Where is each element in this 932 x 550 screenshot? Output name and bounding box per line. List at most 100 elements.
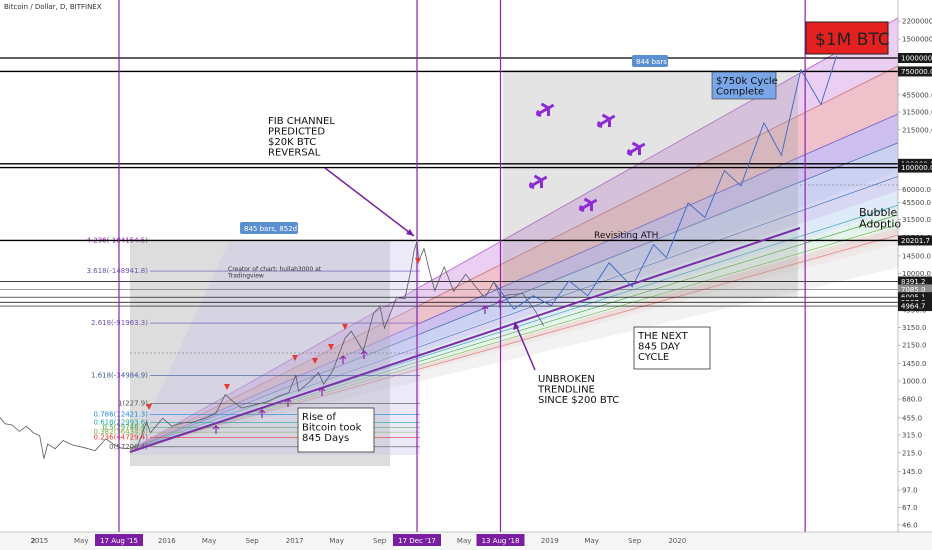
text-line: UNBROKEN [538,374,595,385]
purple-up-arrow-icon [212,425,220,434]
x-tick-label: Sep [373,537,387,545]
annotation-next-cycle-box[interactable]: THE NEXT 845 DAY CYCLE [633,326,711,370]
range-box-next-cycle [503,70,798,298]
price-tag-label: 20201.7 [901,237,930,245]
text-line: $750k Cycle [716,76,778,87]
y-tick-label: 46.0 [902,521,918,529]
airplane-icons [528,102,646,212]
text-line: Adoptio [859,218,901,231]
text-line: Bitcoin took [302,423,362,434]
red-arrow-icon [146,404,152,410]
price-tag-bg [898,53,932,63]
airplane-icon [578,197,598,212]
price-tags: 1000000.0750000.0100000.0100000.020201.7… [898,53,932,312]
text-line: TRENDLINE [537,385,595,396]
horizontal-price-lines [0,57,898,307]
fib-level-label: 0.236(44729.4) [94,433,149,441]
price-tag-bg [898,301,932,312]
x-tick-label: 2 [31,537,35,545]
y-tick-label: 455000.0 [902,91,932,99]
annotation-pointer-line [324,167,415,237]
text-line: FIB CHANNEL [268,116,335,127]
y-tick-label: 31500.0 [902,216,931,224]
annotation-box [805,21,889,55]
x-tick-highlight-bg [95,534,143,546]
fib-level-label: 0.5(29748.4) [102,423,148,431]
y-tick-label: 680.0 [902,396,922,404]
airplane-icon [596,113,616,128]
purple-up-arrow-icon [258,409,266,418]
y-tick-label: 97.0 [902,487,918,495]
fib-level-label: 0.382(36434.6) [94,428,149,436]
note-line: Rise of Bitcoin took 845 Days [302,412,362,444]
x-tick-label: Sep [246,537,260,545]
text-line: 845 DAY [638,342,681,353]
channel-band-grey [130,236,898,450]
symbol-title: Bitcoin / Dollar, D, BITFINEX [4,3,102,11]
note-line: FIB CHANNEL PREDICTED $20K BTC REVERSAL [268,116,335,159]
channel-line-7 [129,214,898,451]
annotation-1m-box[interactable]: $1M BTC [805,21,890,55]
y-tick-label: 315000.0 [902,109,932,117]
price-tag-bg [898,292,932,303]
channel-line-2 [129,65,898,451]
fib-level-label: 3.618(-148941.8) [87,267,149,275]
text-line: Creator of chart: hullah3000 at [228,266,322,273]
y-tick-label: 215.0 [902,449,922,457]
text-line: PREDICTED [268,127,325,138]
purple-up-arrow-icon [339,355,347,364]
y-tick-label: 60000.0 [902,186,931,194]
annotation-box [633,326,711,370]
vertical-date-lines [118,0,806,532]
x-axis-bg [0,532,932,550]
annotation-rise-box[interactable]: Rise of Bitcoin took 845 Days [297,407,375,453]
price-tag-bg [898,235,932,246]
x-tick-highlight-bg [393,534,441,546]
text-line: THE NEXT [637,331,689,342]
fib-level-label: 0.786(12421.3) [94,410,149,418]
price-tag-label: 7085.0 [901,286,926,294]
red-arrow-icon [342,324,348,330]
purple-up-arrow-icon [318,387,326,396]
text-line: SINCE $200 BTC [538,395,619,406]
purple-up-arrow-icon [360,350,368,359]
text-line: $20K BTC [268,137,316,148]
red-arrow-icon [292,355,298,361]
price-tag-label: 8391.2 [901,278,926,286]
text-line: Complete [716,87,764,98]
x-tick-label: May [329,537,343,545]
airplane-icon [626,141,646,156]
revisiting-ath-label: Revisiting ATH [594,231,658,241]
support-trendline[interactable] [129,227,801,453]
y-tick-label: 455.0 [902,414,922,422]
bubble-adoption-label: Bubble Adoptio [859,206,901,231]
airplane-icon [528,174,548,189]
y-tick-label: 1000.0 [902,378,927,386]
note-line: UNBROKEN TRENDLINE SINCE $200 BTC [537,374,619,406]
y-tick-label: 2150.0 [902,342,927,350]
x-tick-label: Sep [628,537,642,545]
channel-line-4 [129,142,898,451]
y-tick-label: 67.0 [902,504,918,512]
annotation-box [297,407,375,453]
million-btc-label: $1M BTC [815,30,890,50]
x-tick-label: 17 Aug '15 [100,537,138,545]
x-tick-label: 2015 [30,537,48,545]
x-tick-label: 2017 [286,537,304,545]
red-arrows [146,258,421,410]
price-tag-label: 1000000.0 [901,55,932,63]
price-series-line [0,241,545,459]
annotation-trendline[interactable]: UNBROKEN TRENDLINE SINCE $200 BTC [513,321,619,406]
text-line: Rise of [302,412,336,423]
annotation-750k-box[interactable]: $750k Cycle Complete [711,71,778,100]
range-label-second: 844 bars [632,55,668,67]
annotation-fib-predicted[interactable]: FIB CHANNEL PREDICTED $20K BTC REVERSAL [268,116,415,237]
arrowhead-icon [406,229,414,236]
y-tick-label: 2200000.0 [902,18,932,26]
price-tag-label: 750000.0 [901,68,932,76]
purple-up-arrow-icon [496,299,504,308]
purple-up-arrow-icon [481,305,489,314]
